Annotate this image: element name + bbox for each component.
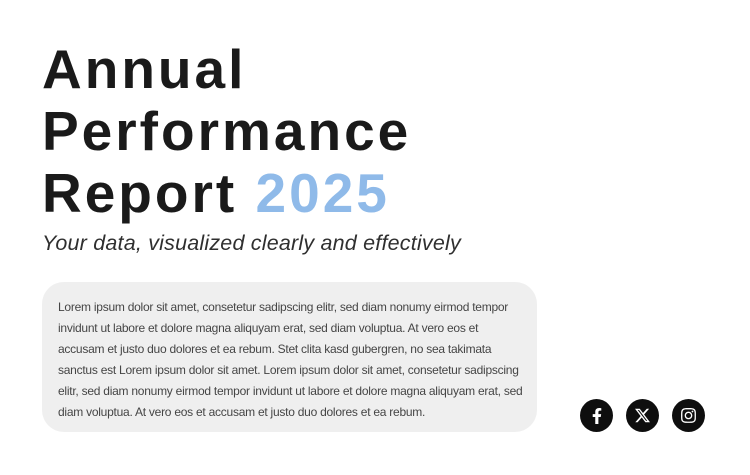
body-paragraph: Lorem ipsum dolor sit amet, consetetur s… <box>58 300 523 419</box>
instagram-button[interactable] <box>672 399 705 432</box>
page-title: Annual Performance Report 2025 <box>42 38 411 224</box>
title-report-text: Report <box>42 162 238 224</box>
content-panel: Lorem ipsum dolor sit amet, consetetur s… <box>42 282 537 432</box>
instagram-icon <box>680 407 697 424</box>
title-line-3: Report 2025 <box>42 162 411 224</box>
x-icon <box>635 408 650 423</box>
title-line-2: Performance <box>42 100 412 162</box>
facebook-button[interactable] <box>580 399 613 432</box>
x-twitter-button[interactable] <box>626 399 659 432</box>
social-links <box>580 399 705 432</box>
facebook-icon <box>589 407 605 424</box>
title-year-accent: 2025 <box>255 162 390 224</box>
page-subtitle: Your data, visualized clearly and effect… <box>42 231 461 255</box>
title-line-1: Annual <box>42 38 247 100</box>
